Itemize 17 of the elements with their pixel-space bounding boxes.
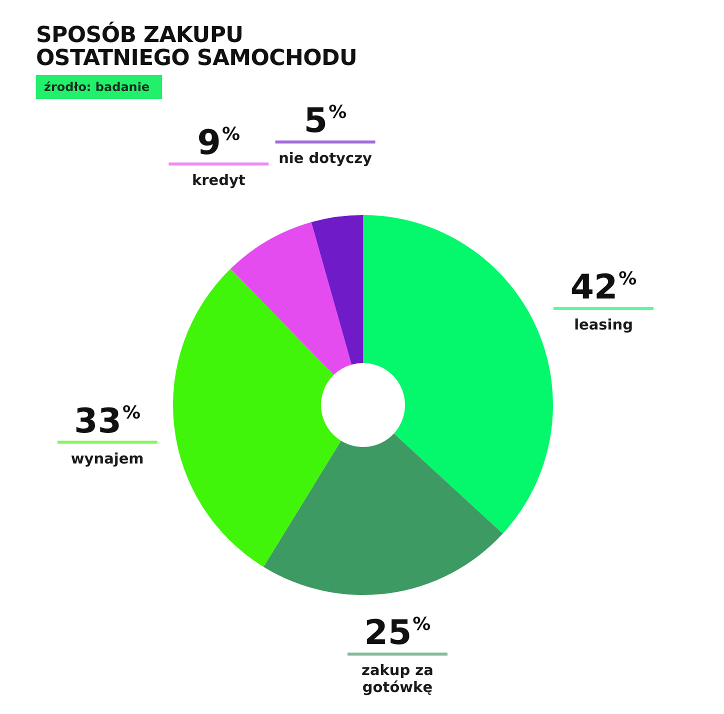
slice-label: wynajem <box>70 451 144 468</box>
slice-label: kredyt <box>192 172 246 189</box>
slice-label: zakup za gotówkę <box>362 663 434 696</box>
data-label: 25$^{%}$ <box>364 613 431 654</box>
chart-subtitle: źrodło: badanie <box>36 75 162 99</box>
donut-slice <box>173 268 342 567</box>
donut-slice <box>311 215 363 365</box>
slice-label: leasing <box>574 318 633 334</box>
data-label: 42$^{%}$ <box>570 268 637 308</box>
donut-slice <box>363 215 553 534</box>
donut-slice <box>230 222 352 375</box>
data-label: 5$^{%}$ <box>304 101 347 142</box>
slice-label: nie dotyczy <box>278 151 373 168</box>
data-label: 33$^{%}$ <box>74 401 141 442</box>
chart-title: SPOSÓB ZAKUPU OSTATNIEGO SAMOCHODU <box>36 23 358 71</box>
donut-slice <box>264 433 503 595</box>
data-label: 9$^{%}$ <box>197 122 240 163</box>
